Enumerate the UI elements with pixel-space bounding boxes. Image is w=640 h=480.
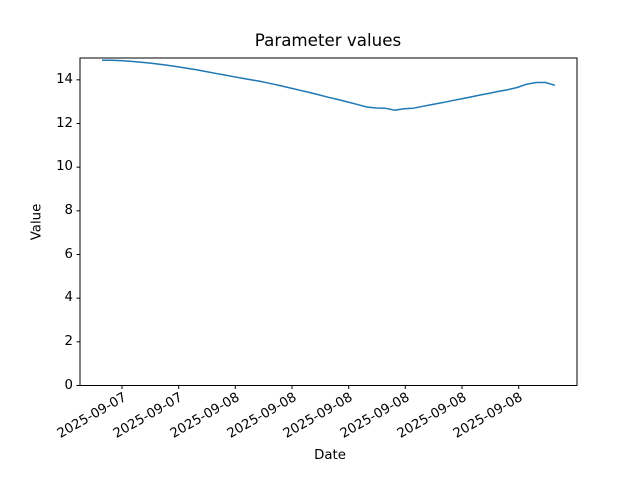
y-tick-label: 8 [64, 202, 73, 218]
y-tick-label: 14 [56, 71, 73, 87]
y-tick-label: 2 [64, 333, 73, 349]
y-tick-label: 6 [64, 246, 73, 262]
y-axis-label: Value [29, 203, 45, 241]
chart-title: Parameter values [254, 30, 402, 50]
y-tick-label: 10 [56, 159, 73, 175]
y-tick-label: 0 [64, 377, 73, 393]
y-tick-label: 4 [64, 290, 73, 306]
y-tick-label: 12 [56, 115, 73, 131]
axes-frame [79, 57, 578, 386]
data-line [102, 59, 556, 111]
x-axis-label: Date [314, 448, 346, 463]
